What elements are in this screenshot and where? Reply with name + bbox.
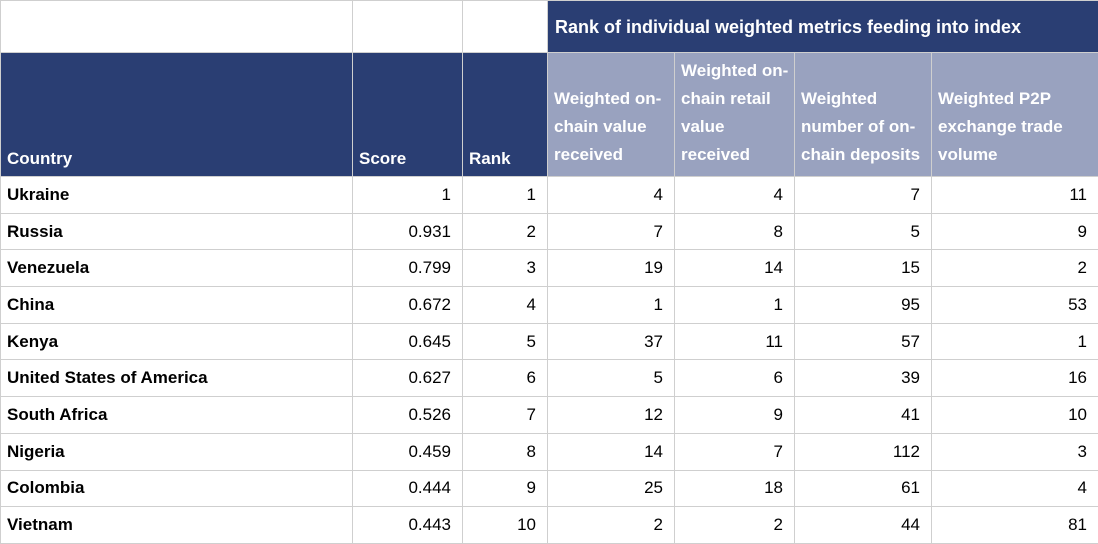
blank-cell bbox=[353, 1, 463, 53]
value-cell: 11 bbox=[932, 177, 1098, 214]
value-cell: 0.799 bbox=[353, 250, 463, 287]
country-cell: China bbox=[1, 287, 353, 324]
value-cell: 7 bbox=[548, 213, 675, 250]
value-cell: 0.672 bbox=[353, 287, 463, 324]
country-cell: South Africa bbox=[1, 397, 353, 434]
value-cell: 1 bbox=[675, 287, 795, 324]
value-cell: 9 bbox=[932, 213, 1098, 250]
value-cell: 3 bbox=[463, 250, 548, 287]
country-cell: Kenya bbox=[1, 323, 353, 360]
value-cell: 14 bbox=[548, 433, 675, 470]
value-cell: 0.931 bbox=[353, 213, 463, 250]
value-cell: 57 bbox=[795, 323, 932, 360]
value-cell: 0.459 bbox=[353, 433, 463, 470]
value-cell: 1 bbox=[353, 177, 463, 214]
column-header-row: Country Score Rank Weighted on-chain val… bbox=[1, 53, 1098, 177]
value-cell: 3 bbox=[932, 433, 1098, 470]
banner-row: Rank of individual weighted metrics feed… bbox=[1, 1, 1098, 53]
value-cell: 1 bbox=[932, 323, 1098, 360]
value-cell: 81 bbox=[932, 507, 1098, 544]
value-cell: 10 bbox=[932, 397, 1098, 434]
value-cell: 2 bbox=[932, 250, 1098, 287]
value-cell: 18 bbox=[675, 470, 795, 507]
value-cell: 37 bbox=[548, 323, 675, 360]
value-cell: 16 bbox=[932, 360, 1098, 397]
value-cell: 41 bbox=[795, 397, 932, 434]
value-cell: 11 bbox=[675, 323, 795, 360]
value-cell: 5 bbox=[548, 360, 675, 397]
value-cell: 4 bbox=[932, 470, 1098, 507]
value-cell: 8 bbox=[463, 433, 548, 470]
value-cell: 0.526 bbox=[353, 397, 463, 434]
value-cell: 7 bbox=[795, 177, 932, 214]
country-cell: Russia bbox=[1, 213, 353, 250]
country-cell: Venezuela bbox=[1, 250, 353, 287]
value-cell: 53 bbox=[932, 287, 1098, 324]
value-cell: 5 bbox=[463, 323, 548, 360]
column-header-rank: Rank bbox=[463, 53, 548, 177]
value-cell: 5 bbox=[795, 213, 932, 250]
value-cell: 4 bbox=[548, 177, 675, 214]
column-header-score: Score bbox=[353, 53, 463, 177]
value-cell: 0.444 bbox=[353, 470, 463, 507]
value-cell: 9 bbox=[675, 397, 795, 434]
country-cell: Nigeria bbox=[1, 433, 353, 470]
value-cell: 0.627 bbox=[353, 360, 463, 397]
column-header-p2p-volume: Weighted P2P exchange trade volume bbox=[932, 53, 1098, 177]
value-cell: 4 bbox=[463, 287, 548, 324]
value-cell: 12 bbox=[548, 397, 675, 434]
column-header-country: Country bbox=[1, 53, 353, 177]
value-cell: 95 bbox=[795, 287, 932, 324]
value-cell: 15 bbox=[795, 250, 932, 287]
value-cell: 1 bbox=[548, 287, 675, 324]
value-cell: 6 bbox=[675, 360, 795, 397]
group-header-weighted-metrics: Rank of individual weighted metrics feed… bbox=[548, 1, 1098, 53]
value-cell: 2 bbox=[675, 507, 795, 544]
value-cell: 25 bbox=[548, 470, 675, 507]
value-cell: 0.443 bbox=[353, 507, 463, 544]
country-cell: Vietnam bbox=[1, 507, 353, 544]
value-cell: 2 bbox=[548, 507, 675, 544]
column-header-onchain-deposits: Weighted number of on-chain deposits bbox=[795, 53, 932, 177]
blank-cell bbox=[1, 1, 353, 53]
value-cell: 19 bbox=[548, 250, 675, 287]
value-cell: 9 bbox=[463, 470, 548, 507]
value-cell: 10 bbox=[463, 507, 548, 544]
value-cell: 4 bbox=[675, 177, 795, 214]
value-cell: 112 bbox=[795, 433, 932, 470]
column-header-onchain-value: Weighted on-chain value received bbox=[548, 53, 675, 177]
value-cell: 7 bbox=[675, 433, 795, 470]
column-header-onchain-retail-value: Weighted on-chain retail value received bbox=[675, 53, 795, 177]
value-cell: 44 bbox=[795, 507, 932, 544]
value-cell: 61 bbox=[795, 470, 932, 507]
value-cell: 0.645 bbox=[353, 323, 463, 360]
value-cell: 7 bbox=[463, 397, 548, 434]
country-cell: Ukraine bbox=[1, 177, 353, 214]
value-cell: 1 bbox=[463, 177, 548, 214]
value-cell: 14 bbox=[675, 250, 795, 287]
value-cell: 6 bbox=[463, 360, 548, 397]
value-cell: 8 bbox=[675, 213, 795, 250]
value-cell: 39 bbox=[795, 360, 932, 397]
value-cell: 2 bbox=[463, 213, 548, 250]
country-cell: United States of America bbox=[1, 360, 353, 397]
blank-cell bbox=[463, 1, 548, 53]
country-cell: Colombia bbox=[1, 470, 353, 507]
